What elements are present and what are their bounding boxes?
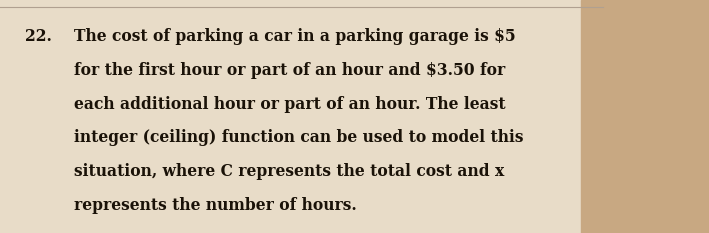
Text: represents the number of hours.: represents the number of hours. bbox=[74, 197, 357, 214]
Text: integer (ceiling) function can be used to model this: integer (ceiling) function can be used t… bbox=[74, 129, 524, 146]
Bar bbox=[581, 0, 709, 233]
Text: 22.: 22. bbox=[25, 28, 52, 45]
Text: each additional hour or part of an hour. The least: each additional hour or part of an hour.… bbox=[74, 96, 506, 113]
Text: for the first hour or part of an hour and $3.50 for: for the first hour or part of an hour an… bbox=[74, 62, 506, 79]
Text: situation, where C represents the total cost and x: situation, where C represents the total … bbox=[74, 163, 505, 180]
Text: The cost of parking a car in a parking garage is $5: The cost of parking a car in a parking g… bbox=[74, 28, 516, 45]
